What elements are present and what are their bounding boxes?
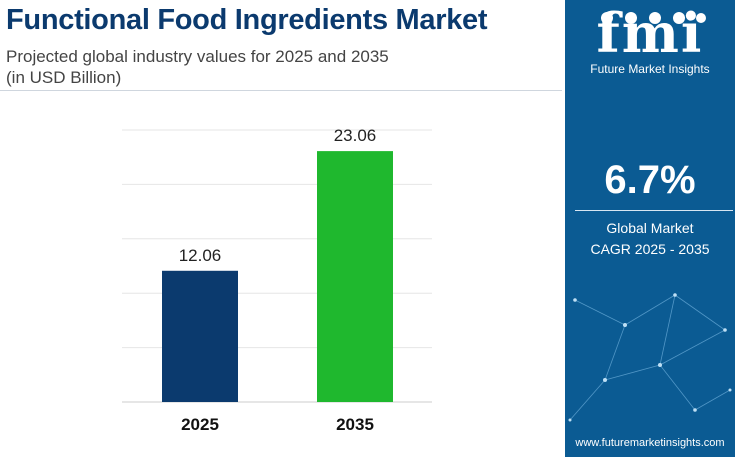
x-tick-label-2025: 2025 xyxy=(181,415,219,434)
cagr-label-line-1: Global Market xyxy=(606,220,694,236)
fmi-logo: fmi Future Market Insights xyxy=(565,6,735,76)
bar-2035 xyxy=(317,151,393,402)
subtitle-line-2: (in USD Billion) xyxy=(6,68,122,87)
page-subtitle: Projected global industry values for 202… xyxy=(6,46,389,88)
x-tick-label-2035: 2035 xyxy=(336,415,374,434)
cagr-label-line-2: CAGR 2025 - 2035 xyxy=(590,241,710,257)
subtitle-line-1: Projected global industry values for 202… xyxy=(6,47,389,66)
logo-icons xyxy=(601,12,706,24)
chart-panel: Functional Food Ingredients Market Proje… xyxy=(0,4,562,434)
header-divider xyxy=(0,90,562,91)
logo-subtitle: Future Market Insights xyxy=(590,62,710,76)
network-decoration xyxy=(568,293,732,422)
website-url: www.futuremarketinsights.com xyxy=(575,437,725,449)
data-label-2025: 12.06 xyxy=(179,246,222,265)
data-label-2035: 23.06 xyxy=(334,126,377,145)
bar-chart: 12.06 2025 23.06 2035 xyxy=(122,126,432,434)
page-title: Functional Food Ingredients Market xyxy=(6,4,488,36)
bar-2025 xyxy=(162,270,238,402)
cagr-label: Global Market CAGR 2025 - 2035 xyxy=(565,218,735,260)
cagr-value: 6.7% xyxy=(604,158,696,202)
cagr-divider xyxy=(575,210,733,211)
sidebar-panel: fmi Future Market Insights 6.7% Global M… xyxy=(565,0,735,457)
